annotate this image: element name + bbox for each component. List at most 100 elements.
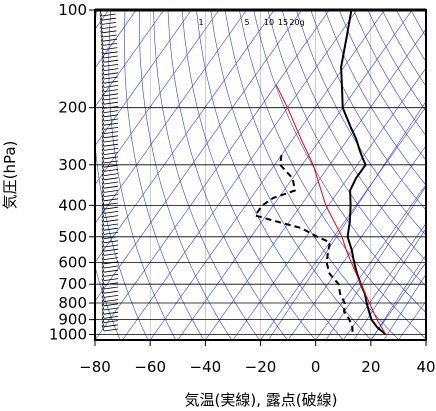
mixing-ratio-line (370, 254, 426, 340)
barb-staff (103, 282, 119, 286)
barb-staff (103, 202, 119, 206)
barb-staff (103, 236, 119, 239)
wind-barb (101, 123, 119, 130)
barb-staff (103, 114, 119, 118)
y-tick-label: 600 (58, 253, 87, 271)
wind-barb (101, 316, 119, 323)
isotherm-line (95, 10, 275, 263)
barb-flag (101, 177, 105, 185)
barb-flag (101, 43, 104, 50)
barb-flag (101, 236, 105, 243)
barb-flag (101, 278, 105, 285)
barb-staff (103, 206, 119, 210)
wind-barb (101, 295, 119, 302)
dry-adiabat-line (210, 10, 372, 340)
wind-barb (101, 182, 119, 189)
barb-flag (101, 140, 105, 147)
wind-barb (101, 165, 119, 172)
barb-flag (101, 68, 105, 75)
barb-flag (101, 123, 105, 130)
barb-flag (101, 152, 105, 159)
mixing-ratio-line (268, 100, 426, 340)
wind-barb (101, 93, 119, 101)
barb-flag (101, 324, 105, 332)
barb-flag (101, 274, 105, 281)
barb-staff (101, 13, 116, 17)
series-layer (254, 10, 387, 336)
mixing-ratio-label: 10 (264, 18, 274, 27)
dry-adiabat-line (123, 10, 205, 340)
barb-staff (103, 177, 119, 181)
barb-staff (101, 17, 116, 21)
wind-barb (101, 287, 119, 294)
barb-flag (99, 18, 103, 25)
wind-barb (101, 253, 119, 260)
wind-barb (101, 72, 119, 80)
barb-staff (103, 101, 119, 105)
barb-flag (101, 165, 105, 172)
isotherm-line (343, 222, 426, 340)
barb-flag (101, 56, 105, 63)
mixing-ratio-labels: 1 5 10 15 20g (198, 18, 304, 27)
barb-staff (103, 194, 119, 197)
dry-adiabat-line (267, 10, 426, 287)
isotherm-line (232, 67, 426, 340)
wind-barb (101, 249, 119, 256)
barb-flag (100, 26, 103, 33)
isotherm-line (95, 10, 137, 69)
barb-staff (103, 156, 119, 160)
dry-adiabat-line (310, 10, 426, 211)
mixing-ratio-label: 5 (244, 18, 249, 27)
barb-staff (103, 64, 119, 67)
dry-adiabat-line (338, 10, 426, 161)
wind-barb (101, 60, 119, 67)
barb-staff (103, 97, 119, 101)
wind-barb (101, 144, 119, 151)
barb-flag (101, 89, 105, 96)
dry-adiabat-line (153, 10, 260, 340)
mixing-ratio-label: 1 (198, 18, 203, 27)
wind-barb (101, 232, 119, 239)
x-axis-ticks: −80 −60 −40 −20 0 20 40 (79, 340, 436, 376)
wind-barb (101, 203, 119, 210)
wind-barb (99, 22, 117, 29)
barb-flag (101, 186, 105, 193)
barb-staff (103, 240, 119, 244)
wind-barb (101, 47, 118, 55)
barb-flag (101, 295, 105, 302)
barb-staff (103, 118, 119, 122)
wind-barb (101, 148, 119, 155)
wind-barb (101, 152, 119, 160)
y-tick-label: 1000 (49, 325, 87, 343)
barb-staff (103, 72, 119, 76)
barb-staff (103, 257, 119, 260)
y-tick-label: 700 (58, 275, 87, 293)
wind-barbs (99, 10, 119, 332)
isotherm-line (95, 10, 302, 302)
barb-staff (103, 131, 119, 134)
dry-adiabat-line (281, 10, 426, 262)
isotherm-line (425, 339, 426, 340)
barb-staff (103, 320, 119, 323)
y-axis-title: 気圧(hPa) (1, 141, 19, 210)
barb-flag (101, 161, 105, 168)
barb-staff (103, 135, 119, 139)
wind-barb (101, 119, 119, 126)
mixing-ratio-line (383, 273, 426, 340)
wind-barb (101, 266, 119, 273)
barb-staff (103, 211, 119, 214)
wind-barb (101, 135, 119, 143)
barb-flag (101, 81, 105, 88)
y-tick-label: 900 (58, 311, 87, 329)
wind-barb (101, 324, 119, 332)
barb-staff (103, 148, 119, 151)
x-tick-label: 20 (361, 358, 380, 376)
barb-flag (101, 308, 105, 315)
barb-staff (103, 328, 119, 332)
barb-flag (99, 14, 103, 21)
wind-barb (101, 198, 119, 206)
wind-barb (101, 207, 119, 214)
barb-flag (101, 110, 105, 117)
barb-flag (101, 316, 105, 323)
barb-staff (103, 227, 119, 231)
